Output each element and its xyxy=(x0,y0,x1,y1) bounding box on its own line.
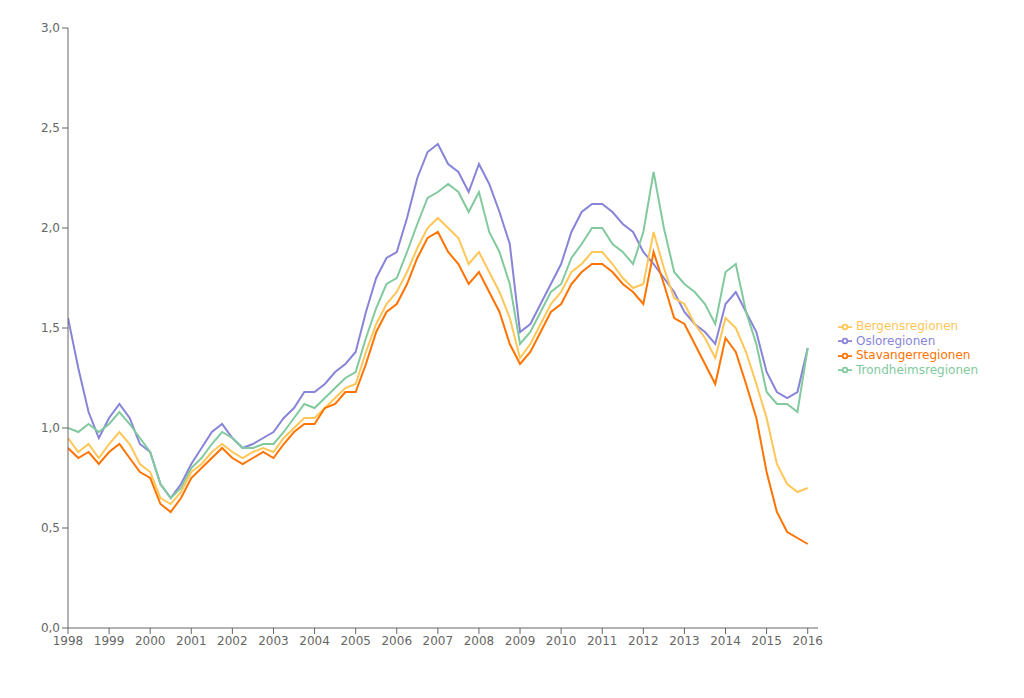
svg-text:2005: 2005 xyxy=(340,634,371,648)
html-text:Osloregionen: Osloregionen xyxy=(856,333,936,348)
svg-text:2004: 2004 xyxy=(299,634,330,648)
svg-text:2010: 2010 xyxy=(546,634,577,648)
svg-text:1999: 1999 xyxy=(94,634,125,648)
svg-text:2,0: 2,0 xyxy=(41,221,60,235)
svg-text:2000: 2000 xyxy=(135,634,166,648)
svg-text:1998: 1998 xyxy=(53,634,84,648)
svg-text:2008: 2008 xyxy=(464,634,495,648)
svg-text:2015: 2015 xyxy=(751,634,782,648)
svg-text:2014: 2014 xyxy=(710,634,741,648)
svg-text:0,0: 0,0 xyxy=(41,621,60,635)
html-text:Bergensregionen: Bergensregionen xyxy=(856,319,959,333)
svg-text:2016: 2016 xyxy=(792,634,823,648)
svg-text:2012: 2012 xyxy=(628,634,659,648)
svg-text:2003: 2003 xyxy=(258,634,289,648)
svg-text:1,5: 1,5 xyxy=(41,321,60,335)
svg-text:2006: 2006 xyxy=(381,634,412,648)
svg-text:2001: 2001 xyxy=(176,634,207,648)
svg-text:2013: 2013 xyxy=(669,634,700,648)
svg-text:2,5: 2,5 xyxy=(41,121,60,135)
html-text:Stavangerregionen: Stavangerregionen xyxy=(856,348,971,362)
svg-text:0,5: 0,5 xyxy=(41,521,60,535)
svg-text:2011: 2011 xyxy=(587,634,618,648)
svg-text:2007: 2007 xyxy=(423,634,454,648)
html-text:Trondheimsregionen: Trondheimsregionen xyxy=(856,362,978,377)
svg-text:1,0: 1,0 xyxy=(41,421,60,435)
svg-text:3,0: 3,0 xyxy=(41,21,60,35)
svg-text:2002: 2002 xyxy=(217,634,248,648)
svg-text:2009: 2009 xyxy=(505,634,536,648)
